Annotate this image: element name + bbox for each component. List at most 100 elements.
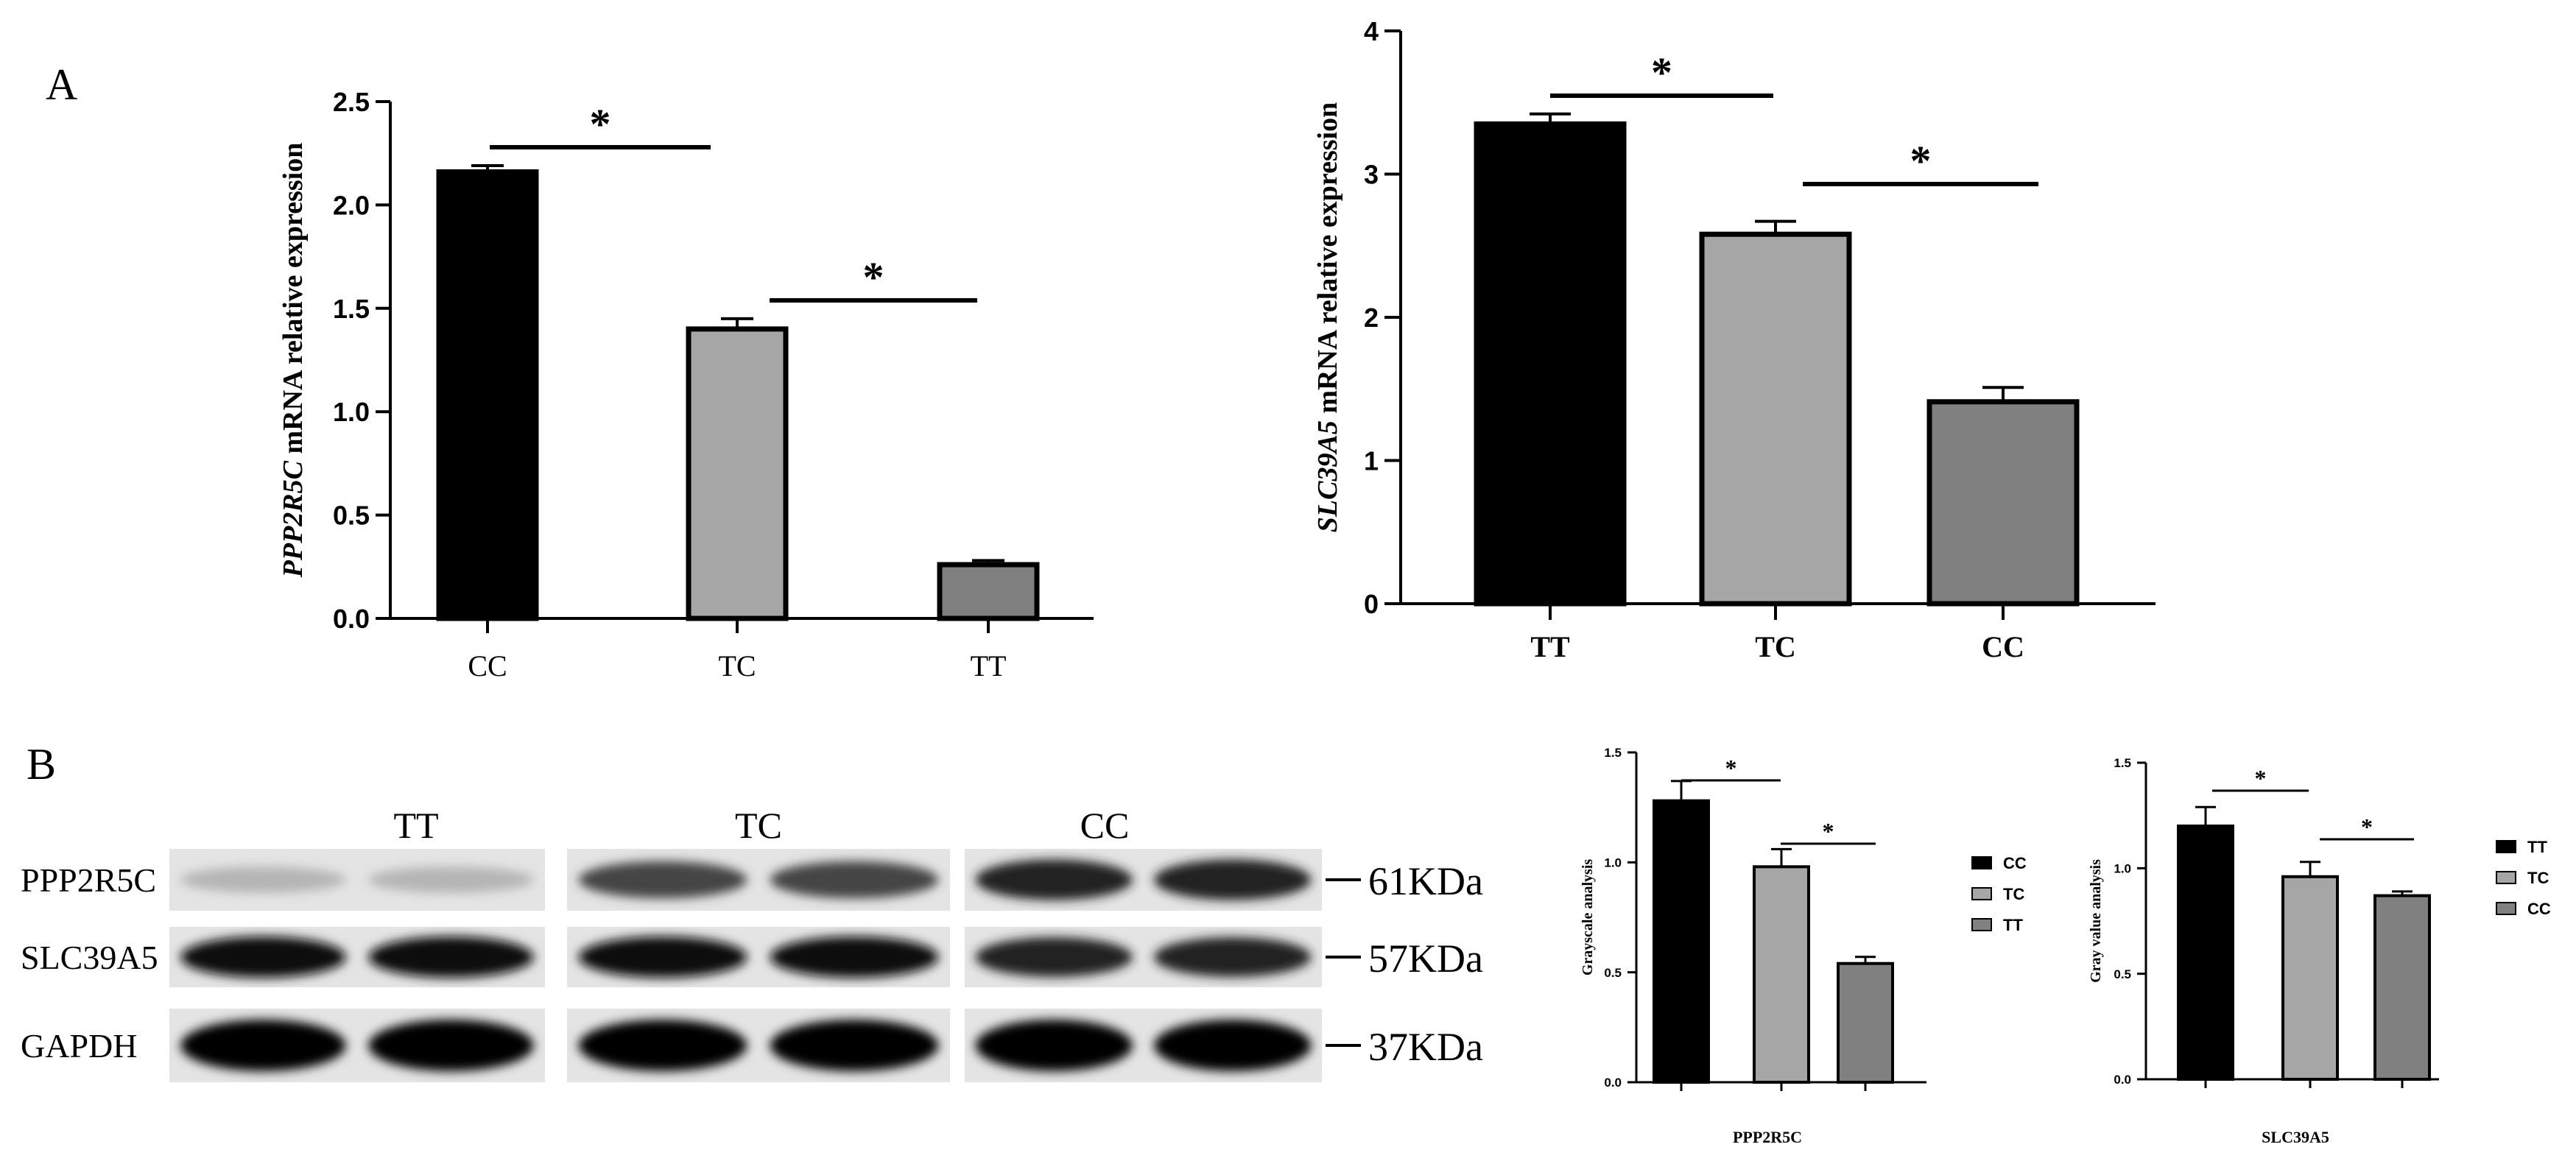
- y-tick-label: 1.0: [1604, 855, 1622, 869]
- legend-swatch: [2496, 902, 2516, 915]
- y-tick-label: 0.5: [333, 501, 370, 531]
- protein-band: [578, 861, 747, 899]
- y-tick-label: 0.5: [2114, 967, 2131, 981]
- protein-label: SLC39A5: [21, 939, 158, 976]
- legend-swatch: [1971, 918, 1992, 931]
- x-category-label: CC: [1982, 630, 2024, 663]
- legend-label: CC: [2003, 854, 2027, 872]
- protein-band: [578, 936, 747, 978]
- protein-band: [1154, 859, 1312, 900]
- protein-band: [770, 936, 939, 978]
- size-marker-label: 61KDa: [1368, 859, 1483, 903]
- x-category-label: TC: [718, 649, 756, 682]
- chart-slc39a5-gray-value: 0.0 0.5 1.0 1.5 * * Gray value analysis SLC39A5…: [2088, 756, 2551, 1146]
- bar: [2177, 825, 2234, 1081]
- legend-label: TC: [2527, 869, 2549, 887]
- lane-label: TT: [393, 805, 438, 846]
- protein-band: [975, 937, 1133, 977]
- bar: [2281, 875, 2339, 1081]
- y-tick-label: 1.0: [2114, 861, 2131, 875]
- protein-band: [180, 1020, 346, 1071]
- protein-band: [578, 1020, 747, 1071]
- protein-band: [1154, 1020, 1312, 1071]
- significance-star: *: [2361, 814, 2373, 840]
- protein-band: [975, 1020, 1133, 1071]
- x-axis-label: SLC39A5: [2262, 1128, 2329, 1146]
- y-tick-label: 2.5: [333, 87, 370, 117]
- y-axis-label: Gray value analysis: [2088, 859, 2104, 983]
- y-axis-label-gene: SLC39A5: [1312, 420, 1343, 532]
- y-tick-label: 4: [1364, 16, 1379, 46]
- bar: [2373, 894, 2431, 1081]
- legend-swatch: [1971, 856, 1992, 869]
- y-tick-label: 1: [1364, 445, 1379, 476]
- legend-label: TT: [2527, 838, 2547, 856]
- protein-band: [368, 936, 534, 978]
- y-tick-label: 0: [1364, 589, 1379, 619]
- bar: [1926, 399, 2080, 607]
- size-marker-label: 37KDa: [1368, 1025, 1483, 1069]
- y-tick-label: 1.5: [333, 294, 370, 324]
- bar: [1753, 865, 1810, 1084]
- y-axis-label-text: mRNA relative expression: [1312, 102, 1343, 420]
- lane-label: CC: [1080, 805, 1130, 846]
- y-tick-label: 0.5: [1604, 966, 1622, 980]
- x-category-label: CC: [468, 649, 507, 682]
- x-axis-label: PPP2R5C: [1733, 1128, 1802, 1146]
- significance-star: *: [1823, 818, 1834, 844]
- y-axis-label-gene: PPP2R5C: [278, 460, 309, 578]
- western-blot: TT TC CC PPP2R5C 61KDa SLC39A5 57KDa GAPDH 37KDa: [21, 805, 1483, 1082]
- y-axis-label-text: mRNA relative expression: [278, 143, 309, 461]
- significance-star: *: [590, 100, 611, 148]
- size-marker-label: 57KDa: [1368, 936, 1483, 981]
- protein-band: [368, 867, 534, 893]
- significance-star: *: [2255, 765, 2267, 791]
- y-tick-label: 1.5: [2114, 756, 2131, 770]
- x-category-label: TC: [1755, 630, 1796, 663]
- protein-band: [368, 1020, 534, 1071]
- protein-label: PPP2R5C: [21, 861, 156, 899]
- y-tick-label: 0.0: [1604, 1076, 1622, 1090]
- legend-swatch: [2496, 871, 2516, 884]
- x-category-label: TT: [971, 649, 1007, 682]
- lane-label: TC: [735, 805, 782, 846]
- chart-ppp2r5c-grayscale: 0.0 0.5 1.0 1.5 * * Grayscale analysis PPP2R5C C…: [1580, 746, 2027, 1146]
- legend-label: CC: [2527, 900, 2551, 918]
- protein-band: [1154, 937, 1312, 977]
- legend-swatch: [1971, 887, 1992, 900]
- bar: [1653, 799, 1710, 1084]
- bar: [436, 169, 539, 621]
- y-tick-label: 1.0: [333, 397, 370, 427]
- y-tick-label: 2: [1364, 303, 1379, 333]
- protein-label: GAPDH: [21, 1027, 137, 1065]
- y-tick-label: 2.0: [333, 190, 370, 220]
- y-axis-label: Grayscale analysis: [1580, 859, 1596, 976]
- y-tick-label: 0.0: [2114, 1073, 2131, 1087]
- protein-band: [770, 1020, 939, 1071]
- legend-label: TC: [2003, 885, 2024, 903]
- y-axis-label: PPP2R5C mRNA relative expression: [278, 143, 309, 579]
- bar: [1474, 121, 1627, 607]
- significance-star: *: [1651, 49, 1672, 96]
- significance-star: *: [1725, 755, 1737, 781]
- protein-band: [180, 867, 346, 893]
- bar: [686, 326, 789, 621]
- panel-label-b: B: [27, 740, 56, 788]
- significance-star: *: [863, 253, 884, 301]
- bar: [937, 562, 1040, 621]
- y-tick-label: 3: [1364, 159, 1379, 189]
- legend-swatch: [2496, 840, 2516, 853]
- protein-band: [180, 936, 346, 978]
- chart-ppp2r5c-mrna: 0.0 0.5 1.0 1.5 2.0 2.5 CC TC TT * * PPP2R5C mRNA r…: [278, 87, 1094, 682]
- bar: [1837, 961, 1894, 1084]
- y-tick-label: 0.0: [333, 604, 370, 634]
- protein-band: [770, 861, 939, 899]
- protein-band: [975, 859, 1133, 900]
- y-tick-label: 1.5: [1604, 746, 1622, 760]
- panel-label-a: A: [46, 60, 77, 109]
- x-category-label: TT: [1530, 630, 1570, 663]
- y-axis-label: SLC39A5 mRNA relative expression: [1312, 102, 1343, 532]
- chart-slc39a5-mrna: 0 1 2 3 4 TT TC CC * * SLC39A5 mRNA relative expre…: [1312, 16, 2156, 663]
- legend-label: TT: [2003, 916, 2023, 934]
